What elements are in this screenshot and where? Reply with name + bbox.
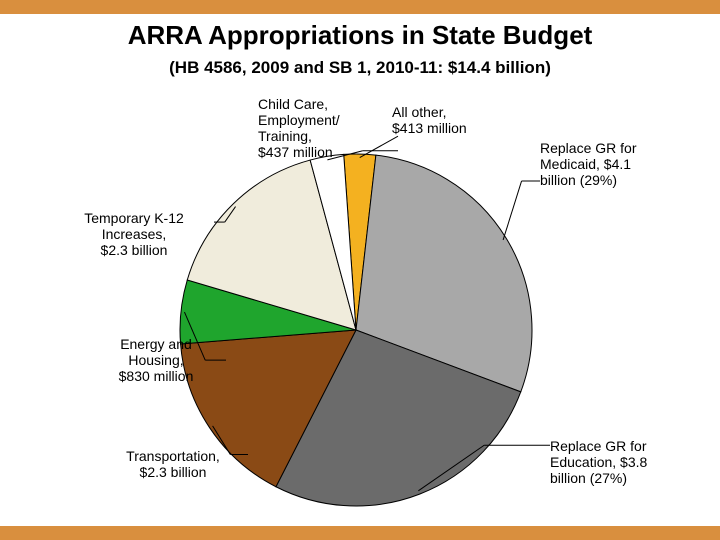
label-all_other: All other,$413 million — [392, 104, 512, 136]
slide-subtitle: (HB 4586, 2009 and SB 1, 2010-11: $14.4 … — [0, 58, 720, 78]
label-child_care: Child Care,Employment/Training,$437 mill… — [258, 96, 398, 160]
label-energy_housing: Energy andHousing,$830 million — [86, 336, 226, 384]
label-k12: Temporary K-12Increases,$2.3 billion — [54, 210, 214, 258]
label-transportation: Transportation,$2.3 billion — [98, 448, 248, 480]
top-accent-bar — [0, 0, 720, 14]
slide-title: ARRA Appropriations in State Budget — [0, 20, 720, 51]
label-medicaid: Replace GR forMedicaid, $4.1billion (29%… — [540, 140, 700, 188]
bottom-accent-bar — [0, 526, 720, 540]
slide-frame: ARRA Appropriations in State Budget (HB … — [0, 0, 720, 540]
label-education: Replace GR forEducation, $3.8billion (27… — [550, 438, 710, 486]
